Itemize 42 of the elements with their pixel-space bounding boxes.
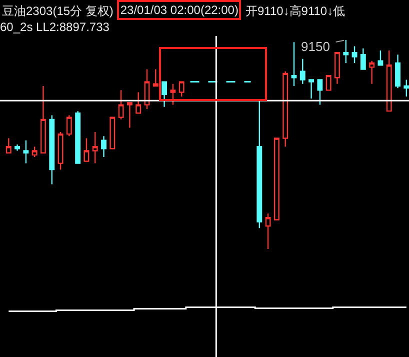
candlestick	[6, 138, 12, 154]
candlestick	[178, 81, 184, 98]
candlestick	[66, 114, 72, 137]
candlestick	[23, 140, 29, 164]
candlestick	[40, 85, 46, 154]
candlestick	[49, 114, 55, 185]
candlestick	[75, 110, 81, 164]
candlestick	[126, 102, 132, 128]
candlestick	[144, 68, 150, 110]
candlestick	[118, 90, 124, 120]
candlestick	[317, 79, 323, 106]
text: 60_2s LL2:8897.733	[0, 20, 110, 34]
text: 豆油2303(15分 复权)	[2, 3, 114, 20]
candlestick	[378, 50, 384, 66]
candlestick	[282, 70, 288, 148]
candlestick	[291, 42, 297, 87]
candlestick	[14, 144, 20, 152]
candlestick	[32, 146, 38, 158]
candlestick	[162, 81, 168, 108]
candlestick	[326, 74, 332, 91]
candlestick	[92, 131, 98, 164]
candlestick	[101, 136, 106, 158]
annotation: 9150	[301, 39, 330, 54]
text: 开9110↓高9110↓低	[245, 3, 346, 20]
candlestick	[386, 50, 392, 112]
candlestick	[308, 79, 314, 100]
candlestick	[369, 60, 375, 84]
candlestick	[352, 46, 358, 64]
candlestick	[256, 100, 262, 229]
candlestick	[84, 138, 90, 162]
candlestick	[395, 54, 400, 89]
candlestick	[152, 68, 158, 87]
candlestick	[274, 138, 280, 220]
candlestick	[343, 39, 349, 64]
candlestick	[58, 131, 64, 170]
candlestick	[360, 48, 366, 70]
candlestick	[300, 58, 306, 84]
candlestick	[170, 83, 176, 106]
candlestick	[136, 92, 142, 114]
candlestick	[110, 116, 116, 150]
candlestick	[404, 79, 409, 98]
candlestick	[334, 52, 340, 84]
